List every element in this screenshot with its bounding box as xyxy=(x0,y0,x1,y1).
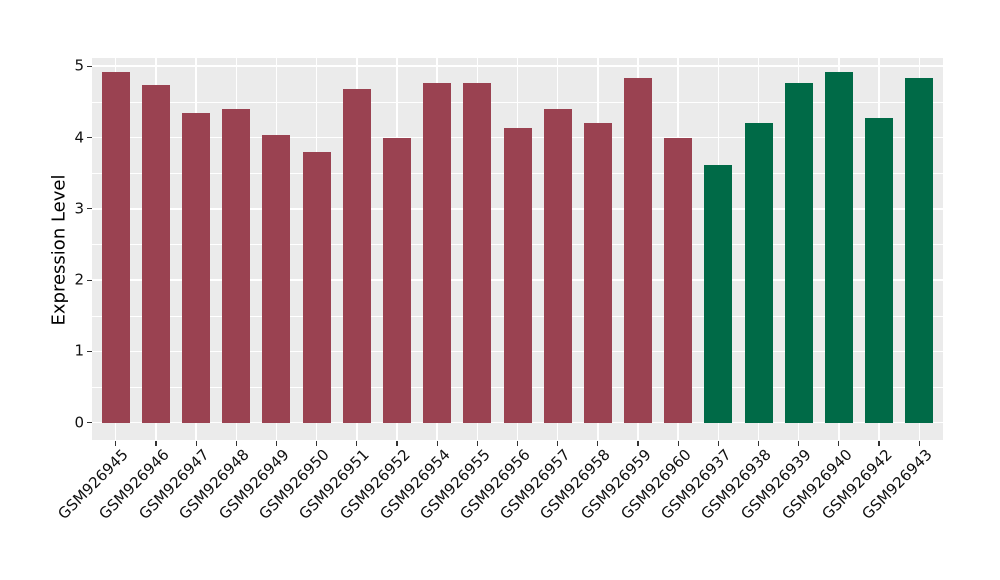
bar-GSM926945 xyxy=(101,71,130,423)
x-tick-mark xyxy=(356,440,358,446)
x-tick-mark xyxy=(316,440,318,446)
x-tick-mark xyxy=(677,440,679,446)
x-tick-mark xyxy=(757,440,760,446)
x-tick-mark xyxy=(436,440,438,446)
y-tick-label: 4 xyxy=(74,128,84,146)
y-tick-mark xyxy=(86,350,92,352)
x-tick-mark xyxy=(516,440,519,446)
x-tick-mark xyxy=(155,440,157,446)
bar-GSM926951 xyxy=(342,89,371,423)
y-tick-label: 0 xyxy=(74,413,84,432)
y-tick-mark xyxy=(86,65,92,67)
bar-GSM926943 xyxy=(905,77,934,423)
bar-GSM926937 xyxy=(704,164,733,423)
bar-GSM926959 xyxy=(624,77,652,423)
y-tick-label: 5 xyxy=(74,56,84,75)
bar-GSM926960 xyxy=(664,137,693,423)
x-tick-mark xyxy=(838,440,840,446)
x-tick-mark xyxy=(557,440,559,446)
bar-GSM926946 xyxy=(141,84,170,423)
y-tick-mark xyxy=(86,422,92,424)
y-tick-label: 2 xyxy=(74,270,84,289)
plot-panel xyxy=(92,58,943,440)
x-tick-mark xyxy=(798,440,800,446)
x-tick-mark xyxy=(717,440,719,446)
x-tick-mark xyxy=(476,440,478,446)
x-tick-mark xyxy=(115,440,117,446)
bar-GSM926949 xyxy=(262,134,291,423)
bar-GSM926952 xyxy=(382,138,411,423)
x-tick-mark xyxy=(195,440,197,446)
y-axis-title: Expression Level xyxy=(48,174,70,326)
bar-GSM926957 xyxy=(543,108,572,423)
bar-GSM926947 xyxy=(182,113,211,423)
x-tick-mark xyxy=(396,440,398,446)
x-tick-mark xyxy=(597,440,599,446)
x-tick-mark xyxy=(275,440,278,446)
bar-GSM926938 xyxy=(744,123,773,423)
x-tick-mark xyxy=(918,440,920,446)
y-tick-label: 3 xyxy=(74,199,84,218)
bar-GSM926954 xyxy=(423,83,452,423)
y-tick-mark xyxy=(86,208,92,210)
bar-GSM926942 xyxy=(865,118,894,423)
bar-GSM926948 xyxy=(222,108,251,423)
x-tick-mark xyxy=(637,440,639,446)
bar-GSM926950 xyxy=(302,151,331,423)
bar-GSM926955 xyxy=(463,83,492,423)
bar-GSM926956 xyxy=(503,128,532,423)
y-tick-mark xyxy=(86,136,92,139)
x-tick-mark xyxy=(235,440,237,446)
x-tick-mark xyxy=(878,440,880,446)
bar-GSM926940 xyxy=(824,71,853,423)
y-tick-label: 1 xyxy=(74,341,84,360)
y-tick-mark xyxy=(86,279,92,281)
bar-GSM926939 xyxy=(784,83,813,423)
bar-GSM926958 xyxy=(583,122,612,423)
